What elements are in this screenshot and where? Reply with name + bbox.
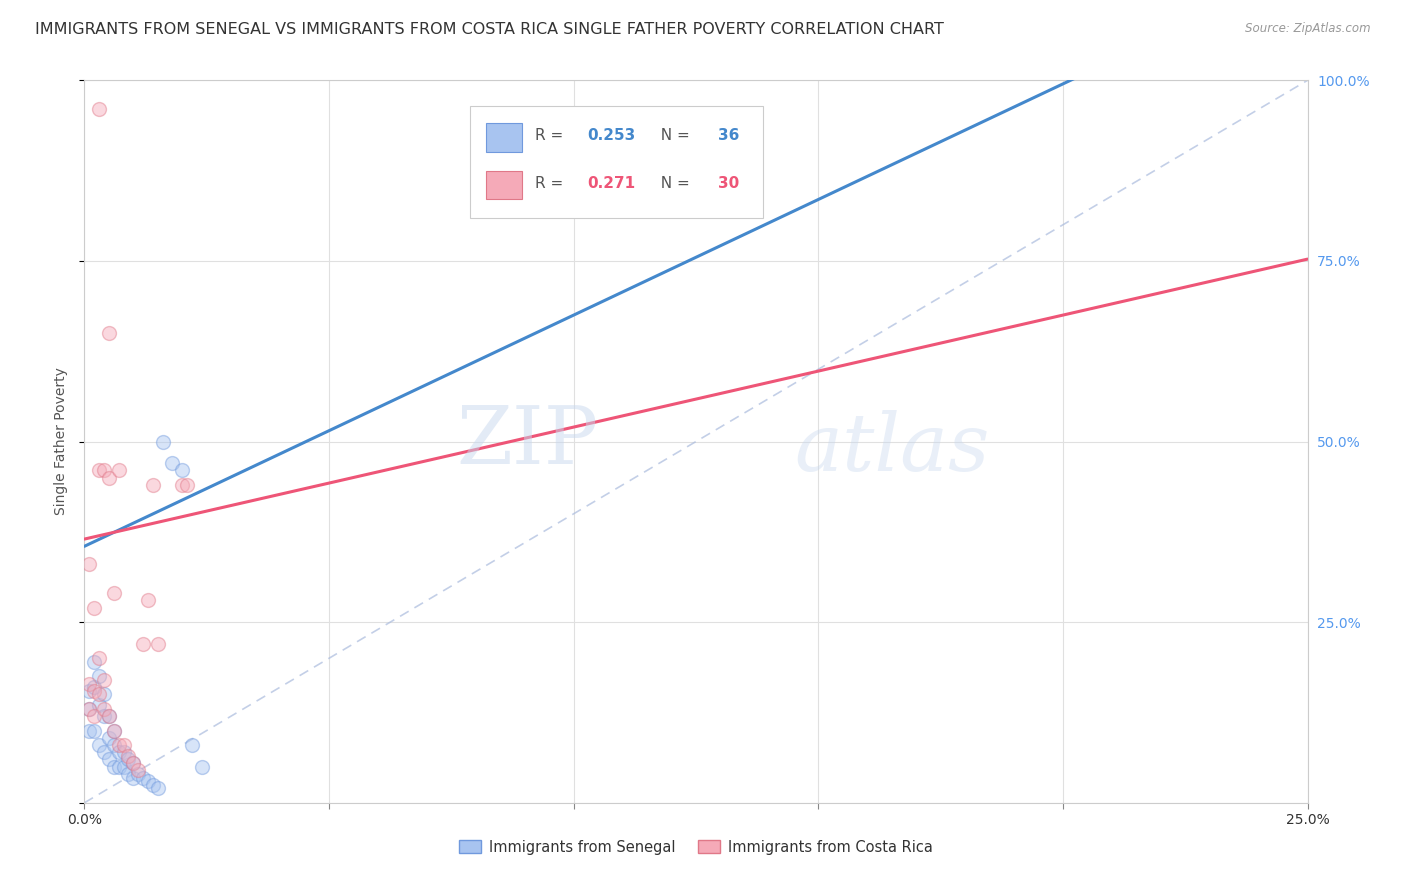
Point	[97, 752, 120, 766]
Point	[83, 680, 105, 694]
Legend: Immigrants from Senegal, Immigrants from Costa Rica: Immigrants from Senegal, Immigrants from…	[453, 834, 939, 861]
Point	[191, 760, 214, 774]
Point	[87, 687, 110, 701]
Point	[97, 709, 120, 723]
Point	[103, 760, 125, 774]
Point	[127, 764, 149, 778]
Point	[87, 102, 110, 116]
FancyBboxPatch shape	[485, 123, 522, 152]
Point	[132, 771, 155, 785]
Point	[97, 709, 120, 723]
Point	[83, 683, 105, 698]
Point	[142, 478, 165, 492]
Point	[93, 673, 115, 687]
Text: ZIP: ZIP	[456, 402, 598, 481]
Text: IMMIGRANTS FROM SENEGAL VS IMMIGRANTS FROM COSTA RICA SINGLE FATHER POVERTY CORR: IMMIGRANTS FROM SENEGAL VS IMMIGRANTS FR…	[35, 22, 943, 37]
Point	[83, 655, 105, 669]
Point	[146, 637, 169, 651]
Point	[122, 756, 145, 770]
Point	[103, 723, 125, 738]
Point	[103, 586, 125, 600]
Point	[93, 463, 115, 477]
Point	[87, 651, 110, 665]
Text: 0.271: 0.271	[588, 176, 636, 191]
Point	[172, 478, 194, 492]
Point	[136, 593, 159, 607]
Point	[103, 723, 125, 738]
Point	[103, 738, 125, 752]
Text: R =: R =	[534, 128, 568, 144]
Text: N =: N =	[651, 128, 695, 144]
Y-axis label: Single Father Poverty: Single Father Poverty	[55, 368, 69, 516]
Point	[97, 470, 120, 484]
Point	[162, 456, 184, 470]
Point	[152, 434, 174, 449]
Text: 36: 36	[718, 128, 740, 144]
FancyBboxPatch shape	[485, 170, 522, 200]
Point	[97, 326, 120, 340]
Point	[97, 731, 120, 745]
Point	[172, 463, 194, 477]
Point	[93, 745, 115, 759]
Point	[93, 687, 115, 701]
Point	[93, 702, 115, 716]
Point	[87, 669, 110, 683]
Point	[87, 463, 110, 477]
Point	[122, 771, 145, 785]
Point	[107, 745, 129, 759]
Point	[87, 698, 110, 713]
Point	[77, 558, 100, 572]
Point	[132, 637, 155, 651]
Point	[117, 767, 139, 781]
Text: Source: ZipAtlas.com: Source: ZipAtlas.com	[1246, 22, 1371, 36]
Point	[107, 760, 129, 774]
Point	[117, 748, 139, 763]
Point	[77, 683, 100, 698]
Point	[146, 781, 169, 796]
Point	[83, 723, 105, 738]
Text: 30: 30	[718, 176, 740, 191]
Point	[117, 752, 139, 766]
Text: R =: R =	[534, 176, 568, 191]
Point	[77, 702, 100, 716]
Point	[83, 600, 105, 615]
Point	[87, 738, 110, 752]
Text: N =: N =	[651, 176, 695, 191]
Point	[136, 774, 159, 789]
Point	[181, 738, 204, 752]
Point	[112, 745, 135, 759]
Point	[142, 778, 165, 792]
Point	[122, 756, 145, 770]
Point	[176, 478, 198, 492]
Point	[83, 709, 105, 723]
Point	[93, 709, 115, 723]
Point	[112, 738, 135, 752]
FancyBboxPatch shape	[470, 105, 763, 218]
Point	[77, 723, 100, 738]
Point	[107, 738, 129, 752]
Text: 0.253: 0.253	[588, 128, 636, 144]
Text: atlas: atlas	[794, 410, 990, 488]
Point	[127, 767, 149, 781]
Point	[77, 702, 100, 716]
Point	[77, 676, 100, 690]
Point	[112, 760, 135, 774]
Point	[107, 463, 129, 477]
